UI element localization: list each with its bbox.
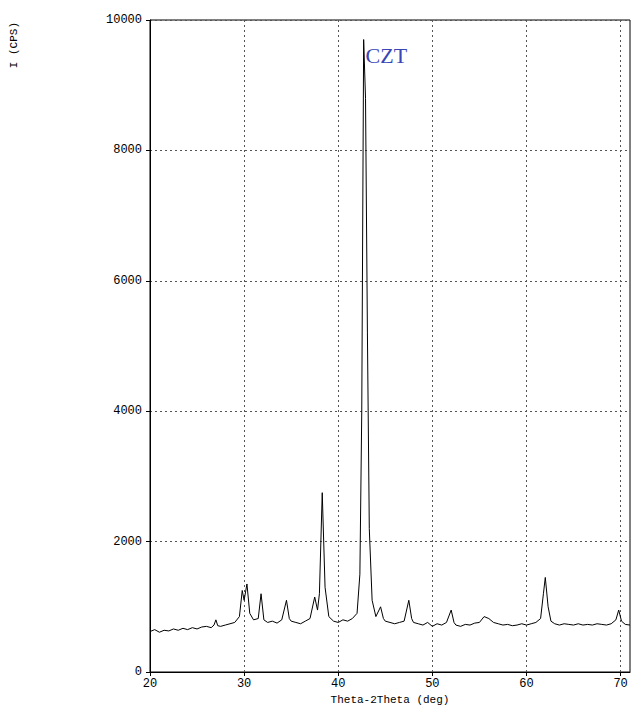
svg-text:0: 0	[135, 665, 142, 679]
svg-text:50: 50	[425, 677, 439, 691]
svg-text:20: 20	[143, 677, 157, 691]
svg-text:70: 70	[613, 677, 627, 691]
svg-text:10000: 10000	[106, 13, 142, 27]
svg-text:30: 30	[237, 677, 251, 691]
svg-text:8000: 8000	[113, 143, 142, 157]
svg-text:4000: 4000	[113, 404, 142, 418]
svg-text:CZT: CZT	[366, 43, 408, 68]
svg-text:60: 60	[519, 677, 533, 691]
svg-text:2000: 2000	[113, 535, 142, 549]
svg-text:I (CPS): I (CPS)	[8, 22, 20, 68]
svg-text:Theta-2Theta (deg): Theta-2Theta (deg)	[331, 694, 450, 706]
svg-text:40: 40	[331, 677, 345, 691]
svg-text:6000: 6000	[113, 274, 142, 288]
